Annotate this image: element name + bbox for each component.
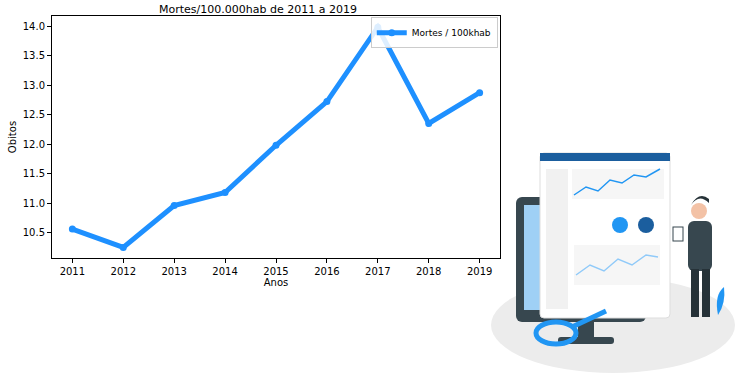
svg-text:12.0: 12.0 [23, 139, 45, 150]
svg-text:Obitos: Obitos [7, 121, 18, 153]
svg-text:2014: 2014 [212, 266, 237, 277]
svg-text:2015: 2015 [263, 266, 288, 277]
svg-text:Mortes / 100khab: Mortes / 100khab [412, 28, 491, 38]
svg-text:Mortes/100.000hab de 2011 a 20: Mortes/100.000hab de 2011 a 2019 [159, 3, 357, 16]
svg-text:10.5: 10.5 [23, 227, 45, 238]
svg-text:2018: 2018 [416, 266, 441, 277]
svg-text:2013: 2013 [161, 266, 186, 277]
svg-text:2016: 2016 [314, 266, 339, 277]
svg-text:13.0: 13.0 [23, 80, 45, 91]
svg-text:13.5: 13.5 [23, 50, 45, 61]
svg-text:2017: 2017 [365, 266, 390, 277]
svg-text:11.0: 11.0 [23, 198, 45, 209]
svg-text:12.5: 12.5 [23, 109, 45, 120]
svg-text:2019: 2019 [467, 266, 492, 277]
svg-text:2012: 2012 [111, 266, 136, 277]
svg-text:14.0: 14.0 [23, 21, 45, 32]
svg-text:2011: 2011 [60, 266, 85, 277]
svg-text:Anos: Anos [264, 277, 289, 288]
svg-text:11.5: 11.5 [23, 168, 45, 179]
